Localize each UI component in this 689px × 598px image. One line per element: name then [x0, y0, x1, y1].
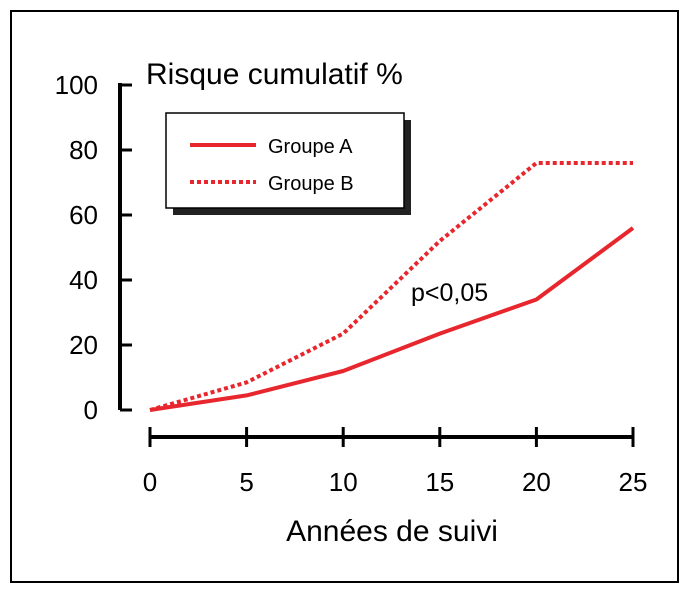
x-axis: 0 5 10 15 20 25: [143, 427, 648, 497]
chart-border: [10, 10, 679, 583]
x-tick-label-20: 20: [522, 467, 551, 497]
legend-label-groupe-a: Groupe A: [268, 136, 353, 158]
x-axis-title: Années de suivi: [286, 515, 498, 548]
y-tick-label-20: 20: [69, 330, 98, 360]
p-value-annotation: p<0,05: [411, 279, 488, 307]
legend: Groupe A Groupe B: [165, 112, 411, 215]
y-tick-label-40: 40: [69, 265, 98, 295]
series-line-groupe-a: [149, 226, 635, 412]
y-axis: 0 20 40 60 80 100: [55, 70, 132, 425]
y-tick-label-100: 100: [55, 70, 98, 100]
y-tick-label-0: 0: [84, 395, 98, 425]
legend-box: [165, 112, 405, 209]
x-tick-label-0: 0: [143, 467, 157, 497]
x-tick-label-5: 5: [239, 467, 253, 497]
y-tick-label-60: 60: [69, 200, 98, 230]
x-tick-label-25: 25: [619, 467, 648, 497]
legend-label-groupe-b: Groupe B: [268, 173, 354, 195]
series-line-groupe-b: [149, 161, 633, 412]
x-tick-label-10: 10: [329, 467, 358, 497]
y-axis-title: Risque cumulatif %: [146, 58, 403, 91]
x-tick-label-15: 15: [425, 467, 454, 497]
y-tick-label-80: 80: [69, 135, 98, 165]
series-layer: [149, 161, 635, 412]
